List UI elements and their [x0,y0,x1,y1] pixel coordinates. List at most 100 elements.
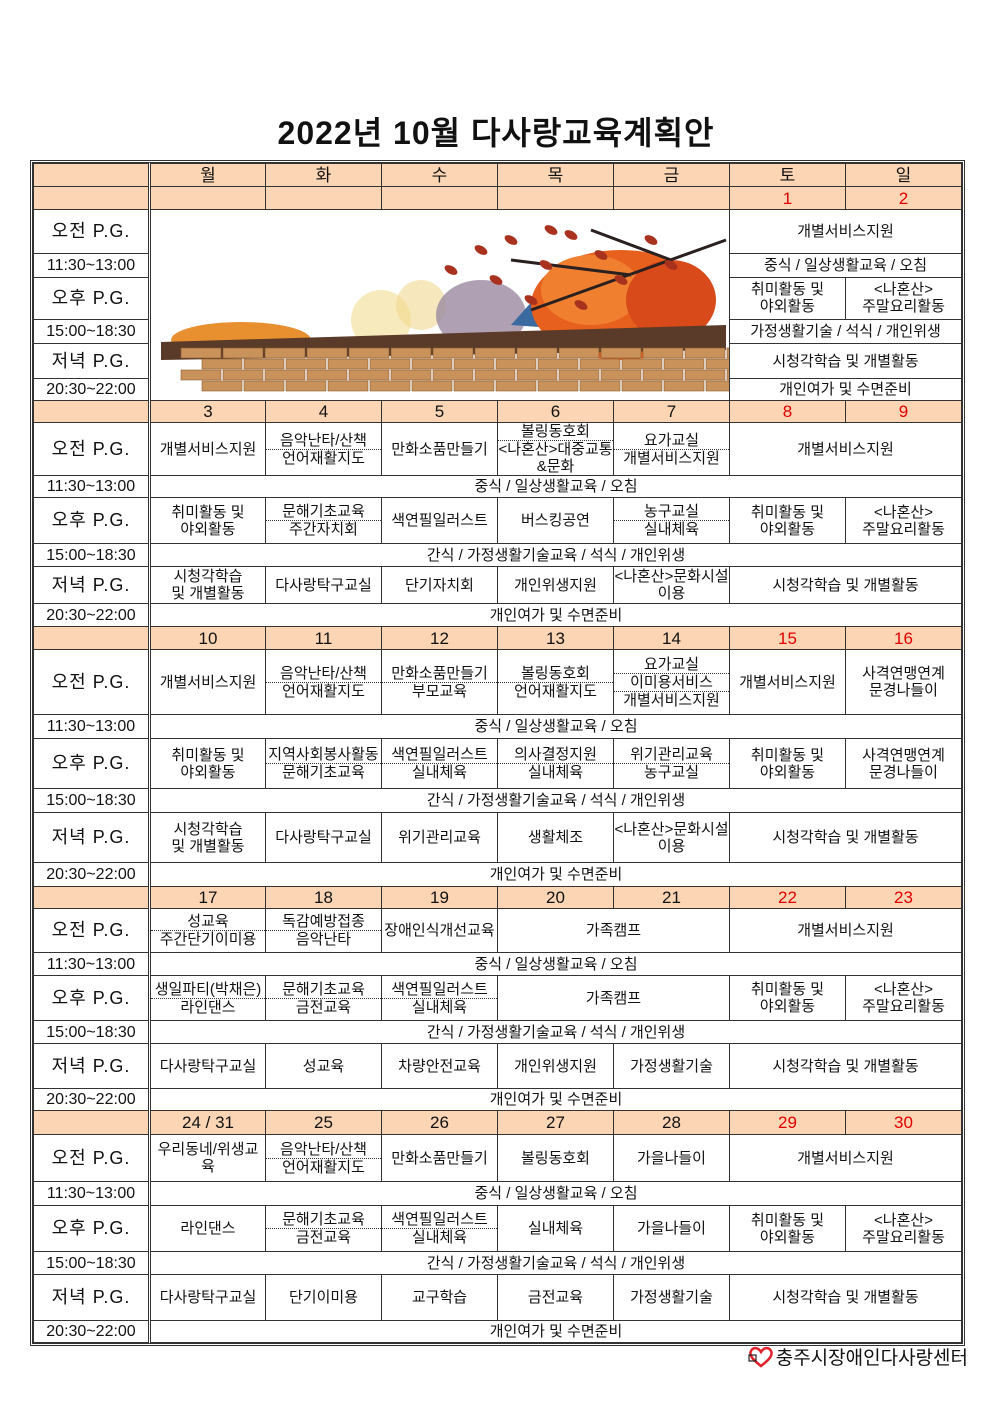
schedule-cell: 개인위생지원 [497,566,614,604]
time-slot-label: 15:00~18:30 [33,788,151,813]
schedule-cell: 음악난타/산책 언어재활지도 [265,422,382,476]
time-slot-label: 오후 P.G. [33,497,151,544]
activity-item: 주간단기이미용 [151,930,265,948]
weekday-header: 월 [149,163,266,187]
activity-stack: 볼링동호회 언어재활지도 [498,665,613,700]
schedule-cell: <나혼산> 주말요리활동 [845,276,962,321]
schedule-cell: 중식 / 일상생활교육 / 오침 [729,253,962,278]
schedule-table-frame: 월 화 수 목 금 토 일 1 2 오전 P.G. 개별서비스지원 11:30~13:00 중식 / … [30,160,965,1346]
schedule-cell: 가족캠프 [497,975,730,1021]
activity-item: 볼링동호회 [520,423,590,441]
schedule-cell: 성교육 [265,1043,382,1089]
activity-stack: 색연필일러스트 실내체육 [382,746,497,781]
date-cell: 5 [381,400,498,423]
schedule-cell: 색연필일러스트 실내체육 [381,1205,498,1252]
activity-stack: 볼링동호회 <나혼산>대중교통&문화 [498,423,613,475]
schedule-cell: 간식 / 가정생활기술교육 / 석식 / 개인위생 [149,543,962,567]
date-cell: 10 [149,626,266,650]
schedule-row: 저녁 P.G. 시청각학습 및 개별활동 다사랑탁구교실 위기관리교육 생활체조 <나혼산… [33,812,962,863]
weekday-header: 토 [729,163,846,187]
schedule-cell: 개인여가 및 수면준비 [729,377,962,402]
activity-item: 라인댄스 [151,997,265,1016]
schedule-cell: 독감예방접종 음악난타 [265,908,382,953]
date-cell: 17 [149,886,266,909]
schedule-row: 11:30~13:00 중식 / 일상생활교육 / 오침 [33,952,962,976]
schedule-cell: 다사랑탁구교실 [149,1274,266,1321]
schedule-cell: 사격연맹연계 문경나들이 [845,738,962,789]
date-row-label [33,1110,151,1135]
schedule-row: 오전 P.G. 개별서비스지원 음악난타/산책 언어재활지도 만화소품만들기 부모교육 볼링… [33,649,962,715]
schedule-cell: 중식 / 일상생활교육 / 오침 [149,714,962,739]
activity-item: 문해기초교육 [282,503,365,520]
schedule-cell: 시청각학습 및 개별활동 [149,566,266,604]
date-cell: 7 [613,400,730,423]
schedule-cell: 취미활동 및 야외활동 [149,738,266,789]
schedule-cell: 개별서비스지원 [729,208,962,255]
activity-stack: 요가교실 이미용서비스 개별서비스지원 [614,656,729,709]
heart-icon [748,1346,773,1368]
activity-stack: 음악난타/산책 언어재활지도 [266,432,381,467]
activity-stack: 독감예방접종 음악난타 [266,913,381,948]
activity-item: 볼링동호회 [520,664,590,682]
time-slot-label: 11:30~13:00 [33,1181,151,1206]
activity-item: 음악난타/산책 [280,664,367,682]
schedule-cell: 시청각학습 및 개별활동 [729,343,962,379]
schedule-cell: 금전교육 [497,1274,614,1321]
schedule-cell: 만화소품만들기 [381,1134,498,1182]
date-cell: 9 [845,400,962,423]
time-slot-label: 저녁 P.G. [33,1043,151,1089]
activity-item: 언어재활지도 [266,1157,381,1176]
date-cell: 28 [613,1110,730,1135]
schedule-cell: <나혼산>문화시설이용 [613,812,730,863]
activity-item: 성교육 [187,913,229,930]
activity-item: 생일파티(박채은) [154,980,262,998]
activity-item: 언어재활지도 [266,681,381,700]
activity-item: <나혼산>대중교통&문화 [498,440,613,475]
activity-item: 언어재활지도 [266,448,381,467]
date-cell [613,186,730,210]
activity-item: 요가교실 [643,431,700,449]
time-slot-label: 15:00~18:30 [33,1020,151,1044]
time-slot-label: 20:30~22:00 [33,862,151,887]
schedule-cell: 시청각학습 및 개별활동 [729,1043,962,1089]
date-row: 10 11 12 13 14 15 16 [33,626,962,650]
date-row-label [33,186,151,210]
activity-item: 실내체육 [614,520,729,538]
activity-item: 이미용서비스 [614,672,729,691]
activity-item: 의사결정지원 [514,746,597,763]
date-cell: 27 [497,1110,614,1135]
date-row-label [33,886,151,909]
schedule-row: 오전 P.G. 개별서비스지원 [33,208,962,401]
schedule-cell: 개별서비스지원 [729,649,846,715]
weekday-header: 화 [265,163,382,187]
time-slot-label: 저녁 P.G. [33,812,151,863]
schedule-cell: 단기이미용 [265,1274,382,1321]
schedule-row: 20:30~22:00 개인여가 및 수면준비 [33,377,962,402]
schedule-row: 20:30~22:00 개인여가 및 수면준비 [33,1320,962,1343]
schedule-row: 15:00~18:30 간식 / 가정생활기술교육 / 석식 / 개인위생 [33,788,962,813]
time-slot-label: 오후 P.G. [33,738,151,789]
schedule-cell: 개별서비스지원 [729,908,962,953]
activity-item: 부모교육 [382,681,497,700]
schedule-cell: 개별서비스지원 [149,649,266,715]
weekday-header: 수 [381,163,498,187]
activity-stack: 성교육 주간단기이미용 [151,913,265,948]
activity-item: 실내체육 [382,997,497,1016]
activity-item: 음악난타/산책 [280,431,367,449]
schedule-cell: 취미활동 및 야외활동 [149,497,266,544]
schedule-cell: 생활체조 [497,812,614,863]
schedule-row: 오전 P.G. 우리동네/위생교육 음악난타/산책 언어재활지도 만화소품만들기 볼링동호… [33,1134,962,1182]
date-cell: 13 [497,626,614,650]
time-slot-label: 오후 P.G. [33,276,151,321]
date-cell: 29 [729,1110,846,1135]
activity-item: 실내체육 [382,1228,497,1246]
activity-item: 주간자치회 [266,520,381,538]
date-cell: 4 [265,400,382,423]
date-cell: 2 [845,186,962,210]
time-slot-label: 오전 P.G. [33,208,151,255]
date-cell: 12 [381,626,498,650]
schedule-cell: 교구학습 [381,1274,498,1321]
activity-item: 금전교육 [266,1228,381,1246]
schedule-row: 20:30~22:00 개인여가 및 수면준비 [33,603,962,627]
